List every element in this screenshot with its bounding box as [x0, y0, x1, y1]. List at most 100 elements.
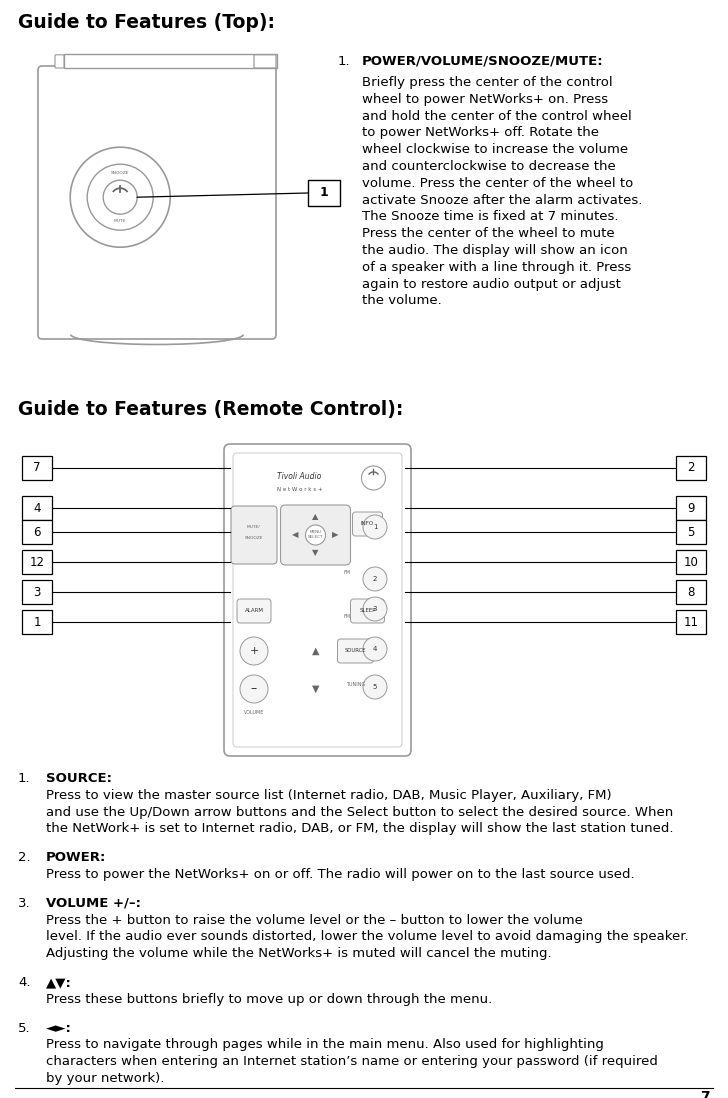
Text: of a speaker with a line through it. Press: of a speaker with a line through it. Pre…: [362, 261, 631, 273]
Text: level. If the audio ever sounds distorted, lower the volume level to avoid damag: level. If the audio ever sounds distorte…: [46, 930, 689, 943]
Text: ▲: ▲: [312, 646, 320, 656]
FancyBboxPatch shape: [224, 444, 411, 757]
Text: wheel clockwise to increase the volume: wheel clockwise to increase the volume: [362, 143, 628, 156]
Text: SELECT: SELECT: [308, 536, 323, 539]
Text: 1.: 1.: [338, 55, 351, 68]
Text: 7: 7: [33, 461, 41, 474]
Text: wheel to power NetWorks+ on. Press: wheel to power NetWorks+ on. Press: [362, 93, 608, 105]
Text: by your network).: by your network).: [46, 1072, 165, 1085]
Bar: [676, 610, 706, 634]
Text: Press the center of the wheel to mute: Press the center of the wheel to mute: [362, 227, 614, 240]
Text: volume. Press the center of the wheel to: volume. Press the center of the wheel to: [362, 177, 633, 190]
FancyBboxPatch shape: [233, 453, 402, 747]
Text: MUTE: MUTE: [114, 220, 127, 223]
Text: POWER/VOLUME/SNOOZE/MUTE:: POWER/VOLUME/SNOOZE/MUTE:: [362, 55, 604, 68]
Text: 8: 8: [687, 585, 695, 598]
Text: the audio. The display will show an icon: the audio. The display will show an icon: [362, 244, 628, 257]
Text: Guide to Features (Top):: Guide to Features (Top):: [18, 13, 275, 32]
Text: 3: 3: [33, 585, 41, 598]
Bar: [22, 456, 52, 480]
Text: Press the + button to raise the volume level or the – button to lower the volume: Press the + button to raise the volume l…: [46, 914, 583, 927]
Text: INFO: INFO: [361, 522, 374, 527]
Text: Adjusting the volume while the NetWorks+ is muted will cancel the muting.: Adjusting the volume while the NetWorks+…: [46, 948, 552, 960]
Bar: [676, 550, 706, 574]
Text: 5.: 5.: [18, 1021, 31, 1034]
Bar: [676, 496, 706, 520]
Text: 3: 3: [373, 606, 377, 612]
Text: 2.: 2.: [18, 851, 31, 864]
Text: ▼: ▼: [312, 549, 319, 558]
Text: Briefly press the center of the control: Briefly press the center of the control: [362, 76, 613, 89]
FancyBboxPatch shape: [350, 600, 384, 623]
Text: and use the Up/Down arrow buttons and the Select button to select the desired so: and use the Up/Down arrow buttons and th…: [46, 806, 673, 819]
Text: TUNING: TUNING: [346, 683, 365, 687]
Bar: [22, 520, 52, 544]
Text: Press to power the NetWorks+ on or off. The radio will power on to the last sour: Press to power the NetWorks+ on or off. …: [46, 869, 635, 881]
Text: 7: 7: [700, 1090, 710, 1098]
Text: again to restore audio output or adjust: again to restore audio output or adjust: [362, 278, 621, 291]
Text: 1.: 1.: [18, 772, 31, 785]
Text: 4: 4: [373, 646, 377, 652]
Text: MUTE/: MUTE/: [247, 525, 261, 529]
Text: SNOOZE: SNOOZE: [111, 171, 130, 176]
Text: ▶: ▶: [332, 530, 339, 539]
Text: VOLUME: VOLUME: [244, 710, 264, 715]
Bar: [22, 496, 52, 520]
Text: ▲▼:: ▲▼:: [46, 976, 72, 989]
Circle shape: [240, 675, 268, 703]
Text: MENU: MENU: [309, 530, 322, 535]
Text: ▲: ▲: [312, 513, 319, 522]
Circle shape: [87, 165, 153, 231]
Text: 2: 2: [687, 461, 695, 474]
FancyBboxPatch shape: [237, 600, 271, 623]
Text: the volume.: the volume.: [362, 294, 442, 307]
Circle shape: [363, 597, 387, 621]
Text: 12: 12: [30, 556, 44, 569]
Circle shape: [240, 637, 268, 665]
Text: 11: 11: [684, 616, 698, 628]
Text: ALARM: ALARM: [245, 608, 264, 614]
Text: ▼: ▼: [312, 684, 320, 694]
Text: SOURCE: SOURCE: [345, 649, 366, 653]
Bar: [676, 520, 706, 544]
Bar: [676, 580, 706, 604]
Text: SNOOZE: SNOOZE: [245, 536, 264, 540]
Text: 6: 6: [33, 526, 41, 538]
Text: Press these buttons briefly to move up or down through the menu.: Press these buttons briefly to move up o…: [46, 993, 492, 1006]
Text: 4: 4: [33, 502, 41, 515]
Text: Tivoli Audio: Tivoli Audio: [277, 472, 322, 481]
Circle shape: [363, 515, 387, 539]
Text: –: –: [251, 683, 257, 695]
Bar: [308, 180, 340, 206]
Circle shape: [363, 567, 387, 591]
Text: SLEEP: SLEEP: [359, 608, 376, 614]
Text: 2: 2: [373, 576, 377, 582]
Text: 5: 5: [373, 684, 377, 690]
Circle shape: [306, 525, 325, 545]
Text: FM: FM: [344, 615, 350, 619]
Bar: [22, 610, 52, 634]
Text: characters when entering an Internet station’s name or entering your password (i: characters when entering an Internet sta…: [46, 1055, 658, 1068]
FancyBboxPatch shape: [280, 505, 350, 565]
Bar: [676, 456, 706, 480]
Circle shape: [363, 637, 387, 661]
Text: and hold the center of the control wheel: and hold the center of the control wheel: [362, 110, 632, 123]
Text: SOURCE:: SOURCE:: [46, 772, 112, 785]
Text: ◀: ◀: [292, 530, 298, 539]
Text: to power NetWorks+ off. Rotate the: to power NetWorks+ off. Rotate the: [362, 126, 599, 139]
Text: 1: 1: [373, 524, 377, 530]
Text: 9: 9: [687, 502, 695, 515]
Circle shape: [70, 147, 170, 247]
Text: +: +: [249, 646, 258, 656]
Bar: [64, 54, 277, 68]
Text: FM: FM: [344, 571, 350, 575]
Text: 1: 1: [33, 616, 41, 628]
Bar: [22, 550, 52, 574]
Circle shape: [362, 466, 386, 490]
Text: 10: 10: [684, 556, 698, 569]
FancyBboxPatch shape: [55, 55, 64, 68]
FancyBboxPatch shape: [254, 55, 276, 68]
Text: Press to navigate through pages while in the main menu. Also used for highlighti: Press to navigate through pages while in…: [46, 1039, 604, 1052]
FancyBboxPatch shape: [338, 639, 373, 663]
Text: and counterclockwise to decrease the: and counterclockwise to decrease the: [362, 160, 616, 173]
